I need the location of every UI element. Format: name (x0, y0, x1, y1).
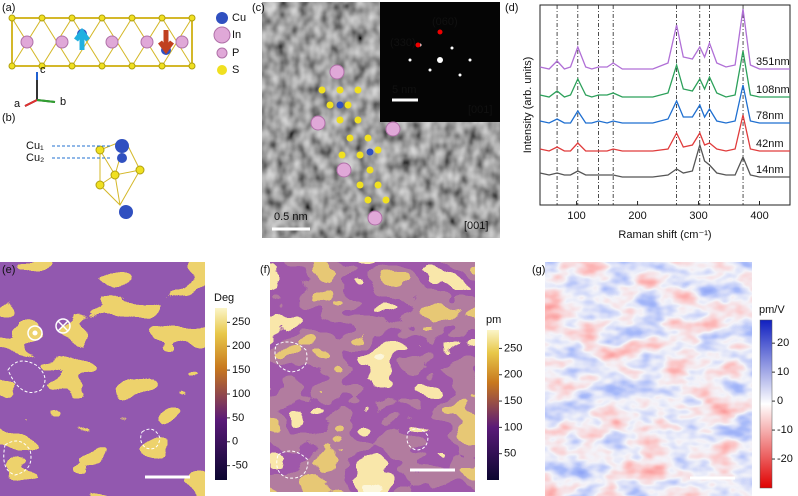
label: a (14, 98, 21, 110)
tick-label: 250 (232, 316, 250, 328)
label: pm/V (759, 304, 785, 316)
x-tick-label: 200 (628, 210, 646, 222)
spectrum (539, 50, 790, 98)
colorbar (487, 330, 499, 480)
label: (330) (390, 37, 416, 49)
label: (g) (532, 264, 545, 276)
series-label: 351nm (756, 56, 790, 68)
label: P (232, 47, 239, 59)
spectrum (539, 8, 790, 70)
domain-outlines (3, 341, 429, 479)
polarization-marks (27, 318, 71, 341)
label: (f) (260, 264, 270, 276)
tick-label: 250 (504, 342, 522, 354)
x-tick-label: 100 (567, 210, 585, 222)
label: In (232, 29, 241, 41)
label: (e) (2, 264, 15, 276)
tick-label: 50 (232, 412, 244, 424)
spectrum (539, 84, 790, 124)
spectrum (539, 114, 790, 152)
tick-label: 150 (232, 364, 250, 376)
label: (060) (432, 16, 458, 28)
tick-label: 200 (504, 369, 522, 381)
x-tick-label: 300 (689, 210, 707, 222)
tick-label: 20 (777, 337, 789, 349)
label: [001] (464, 220, 488, 232)
spectrum (539, 142, 790, 178)
tick-label: -10 (777, 424, 793, 436)
series-label: 42nm (756, 138, 784, 150)
height-map (270, 262, 475, 492)
piezo-map (545, 262, 752, 496)
label: (d) (505, 2, 518, 14)
tick-label: 50 (504, 448, 516, 460)
scale-bars (145, 468, 735, 480)
label: b (60, 96, 66, 108)
plot-frame (539, 4, 791, 206)
tick-label: 100 (232, 388, 250, 400)
tick-label: 150 (504, 395, 522, 407)
tick-label: -50 (232, 460, 248, 472)
tick-label: -20 (777, 453, 793, 465)
phase-map (0, 262, 205, 496)
tick-label: 10 (777, 366, 789, 378)
label: S (232, 64, 239, 76)
series-label: 14nm (756, 164, 784, 176)
label: Deg (214, 292, 234, 304)
label: 0.5 nm (274, 211, 308, 223)
tick-label: 200 (232, 340, 250, 352)
label: pm (486, 314, 501, 326)
structure-a (8, 12, 231, 107)
label: (c) (252, 2, 265, 14)
tem-image (262, 2, 500, 238)
tick-label: 100 (504, 421, 522, 433)
label: Cu₂ (26, 152, 44, 164)
label: c (40, 64, 46, 76)
label: 5 nm (392, 84, 416, 96)
tick-label: 0 (232, 436, 238, 448)
colorbar (759, 319, 773, 489)
label: (a) (2, 2, 15, 14)
label: [001] (468, 104, 492, 116)
label: (b) (2, 112, 15, 124)
y-axis-label: Intensity (arb. units) (522, 57, 534, 154)
label: Cu₁ (26, 140, 44, 152)
series-label: 78nm (756, 110, 784, 122)
label: Cu (232, 12, 246, 24)
colorbar (215, 308, 227, 480)
structure-b (52, 139, 145, 219)
x-axis-label: Raman shift (cm⁻¹) (618, 229, 711, 241)
tick-label: 0 (777, 395, 783, 407)
x-tick-label: 400 (750, 210, 768, 222)
series-label: 108nm (756, 84, 790, 96)
